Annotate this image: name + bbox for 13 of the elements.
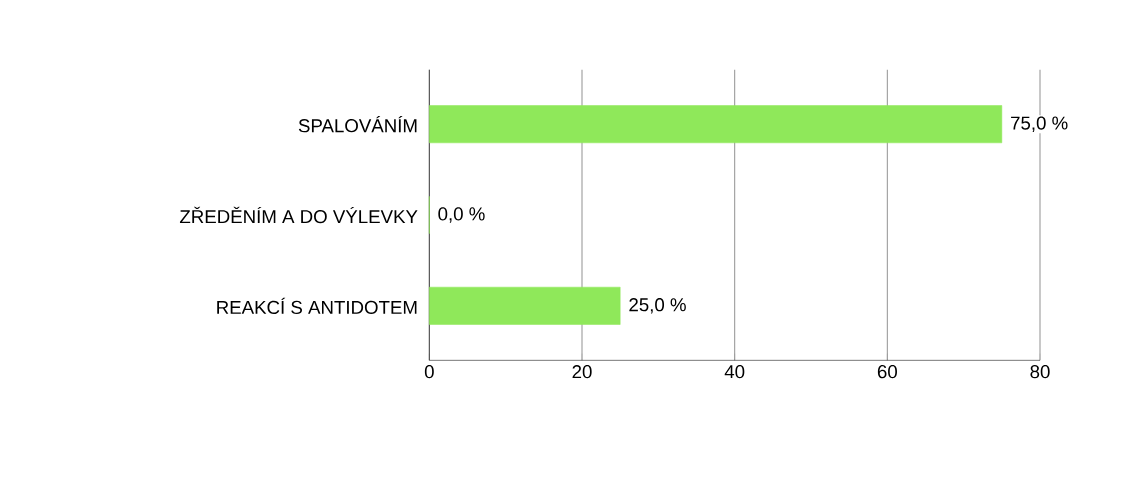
y-tick-label: ZŘEDĚNÍM A DO VÝLEVKY <box>179 206 418 224</box>
x-tick-label: 0 <box>424 365 434 379</box>
x-tick-label: 20 <box>572 365 592 379</box>
data-label: 0,0 % <box>438 207 485 223</box>
data-label: 75,0 % <box>1011 116 1068 132</box>
x-tick-label: 60 <box>877 365 897 379</box>
x-tick-label: 40 <box>724 365 745 379</box>
y-tick-label: SPALOVÁNÍM <box>298 115 417 133</box>
x-tick-label: 80 <box>1030 365 1050 379</box>
bar <box>429 286 621 325</box>
data-label: 25,0 % <box>629 298 686 314</box>
y-tick-label: REAKCÍ S ANTIDOTEM <box>217 297 417 315</box>
bar <box>429 105 1003 144</box>
